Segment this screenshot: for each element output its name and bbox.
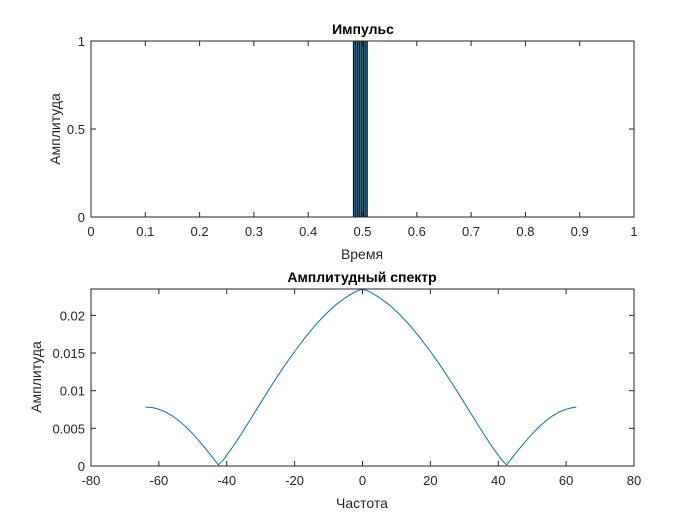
impulse-x-tick-label: 0.5 <box>353 224 371 239</box>
impulse-bar <box>352 40 357 218</box>
spectrum-x-tick-label: 0 <box>359 473 366 488</box>
spectrum-x-tick-label: 20 <box>423 473 437 488</box>
impulse-x-tick-label: 0.8 <box>516 224 534 239</box>
spectrum-plot: Амплитудный спектр -80 -60 -40 -20 0 20 40 60 80… <box>28 269 641 511</box>
spectrum-y-tick-label: 0.02 <box>60 308 85 323</box>
impulse-x-tick-label: 0.3 <box>245 224 263 239</box>
impulse-plot: Импульс 0 0.1 0.2 0.3 0.4 0.5 0.6 0.7 0.8 0.9 1 0 0.… <box>47 21 638 262</box>
impulse-bar <box>364 40 368 218</box>
spectrum-x-tick-label: 40 <box>491 473 505 488</box>
spectrum-x-tick-label: -40 <box>217 473 236 488</box>
impulse-y-tick-label: 0.5 <box>67 122 85 137</box>
spectrum-plot-title: Амплитудный спектр <box>287 269 436 285</box>
impulse-bar <box>356 40 361 218</box>
spectrum-y-tick-label: 0.01 <box>60 384 85 399</box>
impulse-x-tick-label: 0.2 <box>191 224 209 239</box>
impulse-x-tick-label: 0.7 <box>462 224 480 239</box>
spectrum-x-tick-label: -80 <box>82 473 101 488</box>
impulse-y-tick-label: 0 <box>78 210 85 225</box>
impulse-x-tick-label: 0.9 <box>571 224 589 239</box>
spectrum-series-line <box>145 288 577 466</box>
spectrum-x-tick-label: 80 <box>627 473 641 488</box>
impulse-bars <box>352 40 368 218</box>
impulse-x-axis-label: Время <box>341 246 383 262</box>
impulse-x-tick-label: 1 <box>630 224 637 239</box>
spectrum-line <box>145 288 577 466</box>
impulse-y-axis-label: Амплитуда <box>47 93 63 165</box>
spectrum-x-tick-label: 60 <box>559 473 573 488</box>
impulse-axes: 0 0.1 0.2 0.3 0.4 0.5 0.6 0.7 0.8 0.9 1 0 0.5 1 <box>67 34 638 239</box>
impulse-plot-title: Импульс <box>332 21 394 37</box>
impulse-x-tick-label: 0.4 <box>299 224 317 239</box>
impulse-bar <box>360 40 364 218</box>
spectrum-x-axis-label: Частота <box>336 495 388 511</box>
impulse-y-tick-label: 1 <box>78 34 85 49</box>
spectrum-axes: -80 -60 -40 -20 0 20 40 60 80 0 0.005 0.01 0.015 0.02 <box>52 288 641 488</box>
spectrum-y-tick-label: 0.005 <box>52 421 85 436</box>
spectrum-y-tick-label: 0.015 <box>52 346 85 361</box>
spectrum-y-tick-label: 0 <box>78 459 85 474</box>
impulse-x-tick-label: 0.6 <box>408 224 426 239</box>
impulse-x-tick-label: 0.1 <box>136 224 154 239</box>
impulse-x-tick-label: 0 <box>87 224 94 239</box>
spectrum-x-tick-label: -60 <box>149 473 168 488</box>
spectrum-x-tick-label: -20 <box>285 473 304 488</box>
spectrum-y-axis-label: Амплитуда <box>28 341 44 413</box>
spectrum-axes-box <box>90 288 635 467</box>
